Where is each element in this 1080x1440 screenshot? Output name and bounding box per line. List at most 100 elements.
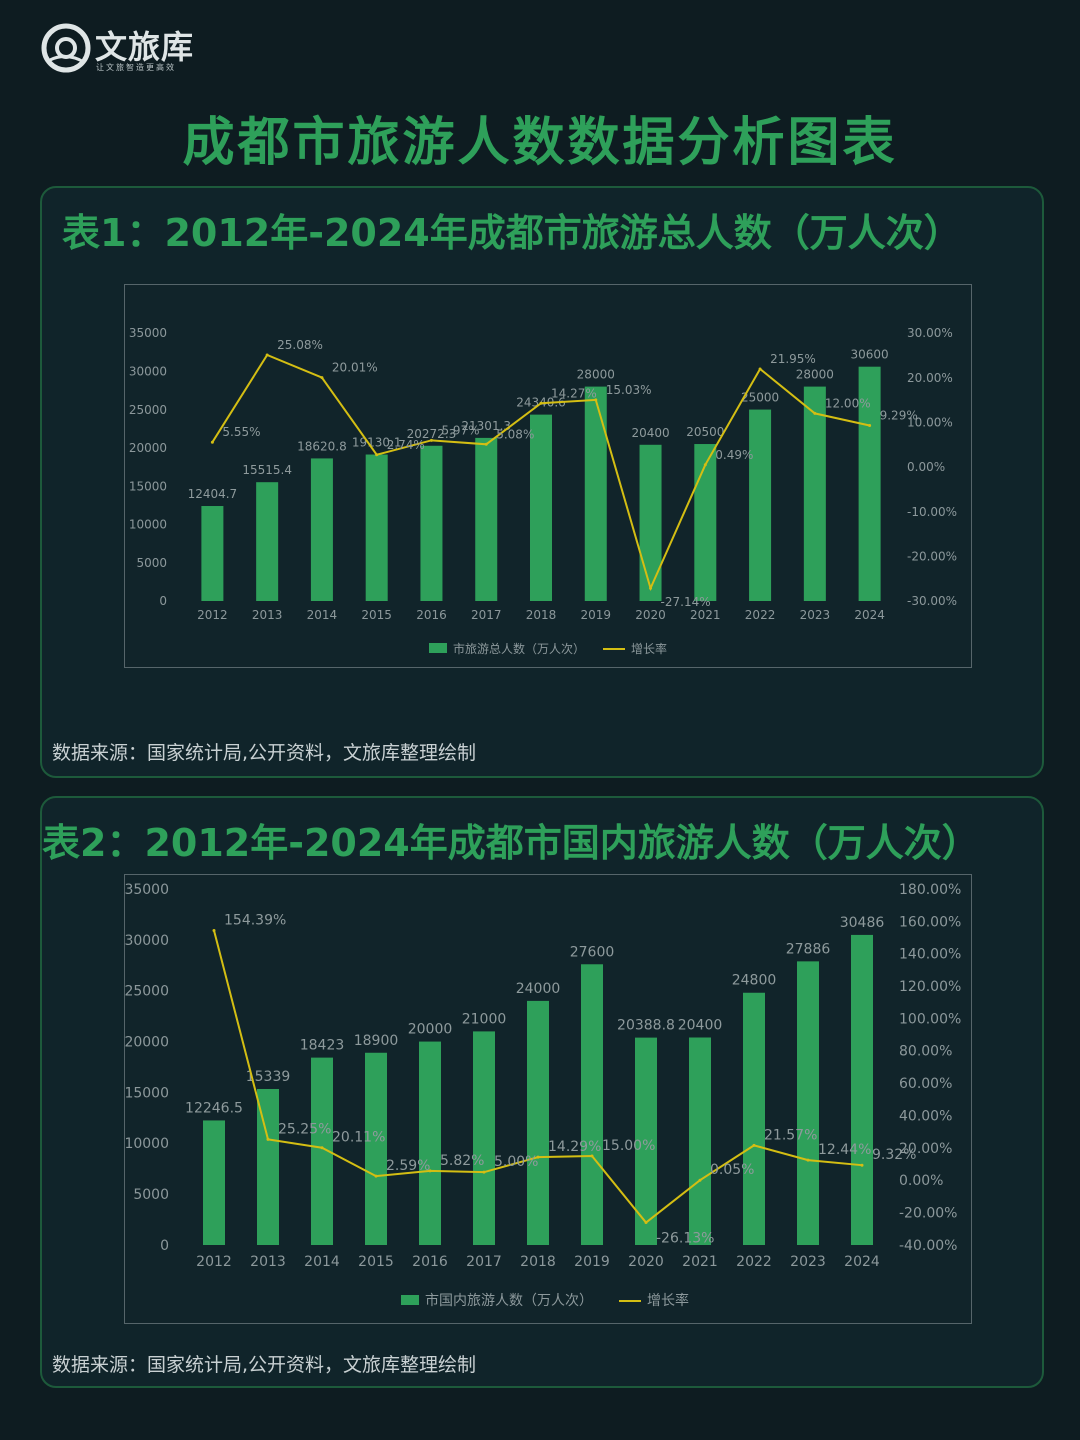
x-tick-label: 2023 [790, 1254, 826, 1270]
bar-data-label: 21000 [462, 1011, 507, 1027]
y-tick-label: 15000 [125, 1085, 169, 1101]
chart-title-2: 表2：2012年-2024年成都市国内旅游人数（万人次） [42, 821, 980, 865]
y2-tick-label: -20.00% [899, 1206, 957, 1222]
growth-rate-point [212, 928, 216, 932]
bar-data-label: 18620.8 [297, 439, 347, 453]
bar-data-label: 24800 [732, 973, 777, 989]
growth-rate-point [536, 1155, 540, 1159]
x-tick-label: 2020 [628, 1254, 664, 1270]
line-data-label: 20.11% [332, 1130, 385, 1146]
y-tick-label: 0 [160, 1238, 169, 1254]
bar-data-label: 30486 [840, 915, 885, 931]
growth-rate-point [752, 1143, 756, 1147]
y-tick-label: 20000 [125, 1034, 169, 1050]
bar-data-label: 20400 [678, 1018, 723, 1034]
y2-tick-label: -10.00% [907, 505, 957, 519]
x-tick-label: 2017 [466, 1254, 502, 1270]
legend-line-label: 增长率 [631, 641, 667, 656]
brand-tagline: 让文旅智造更高效 [96, 63, 176, 72]
x-tick-label: 2023 [800, 608, 831, 622]
line-data-label: -27.14% [661, 595, 711, 609]
x-tick-label: 2014 [307, 608, 338, 622]
x-tick-label: 2017 [471, 608, 502, 622]
x-tick-label: 2021 [682, 1254, 718, 1270]
bar [473, 1031, 495, 1245]
growth-rate-point [320, 376, 324, 380]
y-tick-label: 0 [159, 594, 167, 608]
bar [310, 458, 333, 601]
y-tick-label: 25000 [129, 403, 167, 417]
growth-rate-point [813, 411, 817, 415]
y2-tick-label: 140.00% [899, 947, 961, 963]
growth-rate-point [698, 1178, 702, 1182]
legend-line-label: 增长率 [647, 1292, 689, 1309]
brand-logo: 文旅库 让文旅智造更高效 [40, 22, 220, 78]
bar [311, 1057, 333, 1245]
y2-tick-label: 60.00% [899, 1076, 952, 1092]
page-title: 成都市旅游人数数据分析图表 [182, 112, 898, 173]
legend-bar-swatch [401, 1295, 419, 1305]
line-data-label: 154.39% [224, 912, 286, 928]
x-tick-label: 2015 [361, 608, 392, 622]
growth-rate-point [806, 1158, 810, 1162]
line-data-label: 9.29% [880, 409, 918, 423]
x-tick-label: 2024 [854, 608, 885, 622]
bar-data-label: 24000 [516, 981, 561, 997]
x-tick-label: 2013 [250, 1254, 286, 1270]
bar [689, 1037, 711, 1245]
y2-tick-label: -20.00% [907, 550, 957, 564]
bar [743, 992, 765, 1245]
bar [584, 386, 607, 601]
x-tick-label: 2014 [304, 1254, 340, 1270]
logo-icon [41, 23, 91, 73]
bar-data-label: 27886 [786, 941, 831, 957]
line-data-label: 14.29% [548, 1139, 601, 1155]
y2-tick-label: 40.00% [899, 1108, 952, 1124]
bar [530, 414, 552, 601]
x-tick-label: 2022 [736, 1254, 772, 1270]
y2-tick-label: 160.00% [899, 914, 961, 930]
x-tick-label: 2022 [745, 608, 776, 622]
growth-rate-point [539, 401, 543, 405]
bar-data-label: 20500 [686, 425, 724, 439]
growth-rate-point [374, 1174, 378, 1178]
bar [365, 1052, 387, 1245]
growth-rate-point [266, 1137, 270, 1141]
line-data-label: 15.03% [606, 383, 652, 397]
bar-data-label: 18900 [354, 1033, 399, 1049]
x-tick-label: 2021 [690, 608, 721, 622]
x-tick-label: 2015 [358, 1254, 394, 1270]
bar-data-label: 20400 [631, 426, 669, 440]
line-data-label: 5.00% [494, 1154, 538, 1170]
chart-panel-1: 表1：2012年-2024年成都市旅游总人数（万人次） 35000 30000 25… [40, 186, 1044, 778]
growth-rate-point [644, 1221, 648, 1225]
x-tick-label: 2019 [574, 1254, 610, 1270]
bar-data-label: 15515.4 [242, 463, 292, 477]
y2-tick-label: 0.00% [899, 1173, 943, 1189]
y-tick-label: 25000 [125, 984, 169, 1000]
line-data-label: 5.82% [440, 1153, 484, 1169]
x-tick-label: 2013 [252, 608, 283, 622]
bar-data-label: 20000 [408, 1022, 453, 1038]
bar [803, 386, 826, 601]
y2-tick-label: 120.00% [899, 979, 961, 995]
growth-rate-point [482, 1170, 486, 1174]
y2-tick-label: -40.00% [899, 1238, 957, 1254]
bar [694, 444, 717, 601]
x-tick-label: 2012 [196, 1254, 232, 1270]
line-data-label: -26.13% [656, 1231, 714, 1247]
bar [257, 1088, 279, 1245]
bar-data-label: 25000 [741, 391, 779, 405]
bar-data-label: 27600 [570, 944, 615, 960]
line-data-label: 25.08% [277, 338, 323, 352]
growth-rate-point [265, 353, 269, 357]
y2-tick-label: 20.00% [899, 1141, 952, 1157]
x-tick-label: 2018 [526, 608, 557, 622]
bar [365, 454, 388, 601]
growth-rate-point [484, 442, 488, 446]
data-source-1: 数据来源：国家统计局,公开资料，文旅库整理绘制 [52, 742, 477, 764]
bar [527, 1000, 549, 1245]
y-tick-label: 10000 [125, 1136, 169, 1152]
bar [419, 1041, 441, 1245]
growth-rate-point [594, 398, 598, 402]
